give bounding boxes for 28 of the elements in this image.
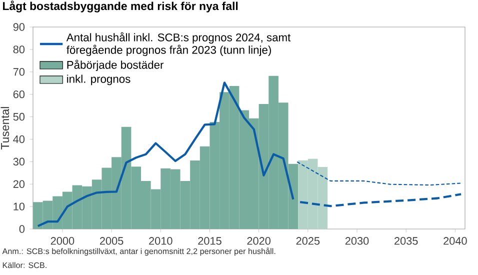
y-tick-label: 70: [13, 68, 25, 76]
text: Källor: SCB.: [2, 262, 46, 268]
y-tick-label: 30: [13, 158, 25, 166]
legend-label: inkl. prognos: [67, 74, 130, 86]
line-series: [298, 193, 462, 208]
y-tick-label: 10: [14, 202, 25, 210]
chart-title: Lågt bostadsbyggande med risk för nya fall: [3, 0, 238, 12]
x-tick-label: 2020: [247, 237, 270, 245]
y-axis-title: Tusental: [0, 107, 10, 150]
line-series: [296, 161, 462, 186]
y-tick-label: 20: [13, 180, 25, 188]
legend-label: Antal hushåll inkl. SCB:s prognos 2024, samt föregående prognos från 2023 (tunn linje): [66, 32, 291, 56]
y-tick-label: 60: [13, 90, 25, 98]
y-tick-label: 80: [13, 46, 25, 54]
x-tick-label: 2010: [149, 237, 172, 245]
x-tick-label: 2040: [444, 237, 467, 245]
legend-label: Påbörjade bostäder: [67, 60, 164, 72]
x-tick-label: 2035: [394, 237, 418, 245]
y-tick-label: 0: [19, 225, 25, 233]
x-tick-label: 2005: [100, 237, 124, 245]
y-tick-label: 40: [13, 135, 25, 144]
text: Anm.: SCB:s befolkningstillväxt, antar i genomsnitt 2,2 personer per hushåll.: [2, 247, 276, 256]
x-tick-label: 2025: [296, 237, 320, 245]
y-tick-label: 50: [13, 112, 25, 121]
x-tick-label: 2000: [50, 237, 74, 245]
y-tick-label: 90: [13, 23, 25, 31]
x-tick-label: 2030: [345, 237, 369, 245]
x-tick-label: 2015: [198, 237, 222, 245]
